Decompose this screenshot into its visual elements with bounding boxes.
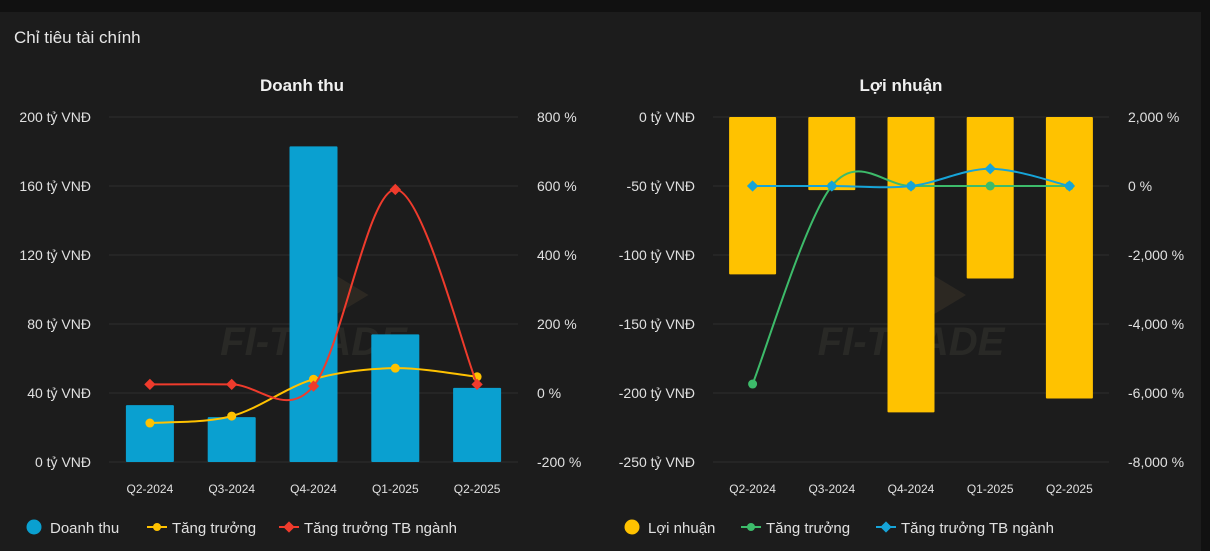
legend-label: Tăng trưởng <box>766 520 850 537</box>
bar-q2-2024[interactable] <box>125 405 174 462</box>
bar-q2-2024[interactable] <box>729 117 777 275</box>
y-right-tick-label: 0 % <box>1128 178 1152 194</box>
line-point[interactable] <box>389 183 401 196</box>
y-right-tick-label: 200 % <box>537 316 577 332</box>
y-left-tick-label: 160 tỷ VNĐ <box>19 178 91 194</box>
chart-revenue: Doanh thu 0 tỷ VNĐ 40 tỷ VNĐ 80 tỷ VNĐ 120 t… <box>19 76 581 537</box>
y-right-tick-label: 600 % <box>537 178 577 194</box>
y-left-tick-label: 0 tỷ VNĐ <box>35 454 91 470</box>
line-point[interactable] <box>746 180 759 192</box>
y-right-tick-label: -2,000 % <box>1128 247 1184 263</box>
bar-q2-2025[interactable] <box>1045 117 1093 399</box>
bar-q2-2025[interactable] <box>453 387 502 462</box>
legend-label: Lợi nhuận <box>648 520 715 537</box>
x-tick-label: Q3-2024 <box>208 482 255 496</box>
y-left-tick-label: -50 tỷ VNĐ <box>627 178 695 194</box>
line-point[interactable] <box>145 418 155 428</box>
x-tick-label: Q1-2025 <box>967 482 1014 496</box>
x-tick-label: Q4-2024 <box>290 482 337 496</box>
legend-label: Tăng trưởng <box>172 520 256 537</box>
x-tick-label: Q2-2024 <box>127 482 174 496</box>
y-left-tick-label: 0 tỷ VNĐ <box>639 109 695 125</box>
y-right-tick-label: -200 % <box>537 454 581 470</box>
line-point[interactable] <box>984 163 996 175</box>
x-tick-label: Q3-2024 <box>808 482 855 496</box>
x-tick-label: Q1-2025 <box>372 482 419 496</box>
y-left-tick-label: -200 tỷ VNĐ <box>619 385 695 401</box>
x-tick-label: Q2-2024 <box>729 482 776 496</box>
line-point[interactable] <box>985 181 995 191</box>
y-left-tick-label: 80 tỷ VNĐ <box>27 316 91 332</box>
bar-q3-2024[interactable] <box>207 417 256 462</box>
line-point[interactable] <box>826 180 838 192</box>
y-left-tick-label: 120 tỷ VNĐ <box>19 247 91 263</box>
y-left-tick-label: -100 tỷ VNĐ <box>619 247 695 263</box>
legend-point-marker <box>283 521 295 533</box>
line-point[interactable] <box>748 379 758 389</box>
line-point[interactable] <box>226 378 238 391</box>
legend-point-marker <box>153 523 161 531</box>
bar-q1-2025[interactable] <box>966 117 1014 279</box>
bar-q4-2024[interactable] <box>887 117 935 413</box>
chart-title: Doanh thu <box>260 76 344 95</box>
legend-bar-marker[interactable] <box>26 519 42 535</box>
y-left-tick-label: -250 tỷ VNĐ <box>619 454 695 470</box>
line-point[interactable] <box>390 363 400 373</box>
panel-title: Chỉ tiêu tài chính <box>14 28 141 47</box>
line-point[interactable] <box>307 380 320 392</box>
line-point[interactable] <box>227 411 237 421</box>
y-left-tick-label: 40 tỷ VNĐ <box>27 385 91 401</box>
legend: Doanh thu Tăng trưởng Tăng trưởng TB ngành <box>26 519 457 537</box>
y-right-tick-label: -4,000 % <box>1128 316 1184 332</box>
bar-q3-2024[interactable] <box>808 117 856 191</box>
legend-label: Doanh thu <box>50 520 119 537</box>
chart-title: Lợi nhuận <box>860 76 943 95</box>
line-point[interactable] <box>1063 180 1076 192</box>
bar-q1-2025[interactable] <box>371 334 420 462</box>
line-point[interactable] <box>144 378 156 391</box>
line-series-growth <box>751 170 1070 385</box>
y-right-tick-label: -6,000 % <box>1128 385 1184 401</box>
x-tick-label: Q2-2025 <box>454 482 501 496</box>
y-right-tick-label: 0 % <box>537 385 561 401</box>
legend-point-marker <box>747 523 755 531</box>
bar-q4-2024[interactable] <box>289 146 338 462</box>
line-point[interactable] <box>905 180 917 192</box>
x-tick-label: Q4-2024 <box>888 482 935 496</box>
legend-bar-marker[interactable] <box>624 519 640 535</box>
financial-indicators-panel: Chỉ tiêu tài chính <box>0 12 1201 551</box>
line-series-industry-growth <box>149 188 479 402</box>
chart-profit: Lợi nhuận -250 tỷ VNĐ -200 tỷ VNĐ -150 tỷ V… <box>619 76 1184 537</box>
x-tick-label: Q2-2025 <box>1046 482 1093 496</box>
y-left-tick-label: -150 tỷ VNĐ <box>619 316 695 332</box>
y-right-tick-label: -8,000 % <box>1128 454 1184 470</box>
line-point[interactable] <box>471 378 483 391</box>
y-right-tick-label: 400 % <box>537 247 577 263</box>
y-right-tick-label: 2,000 % <box>1128 109 1179 125</box>
y-left-tick-label: 200 tỷ VNĐ <box>19 109 91 125</box>
legend-label: Tăng trưởng TB ngành <box>901 520 1054 537</box>
y-right-tick-label: 800 % <box>537 109 577 125</box>
legend-point-marker <box>880 521 892 533</box>
legend: Lợi nhuận Tăng trưởng Tăng trưởng TB ngành <box>624 519 1054 537</box>
legend-label: Tăng trưởng TB ngành <box>304 520 457 537</box>
